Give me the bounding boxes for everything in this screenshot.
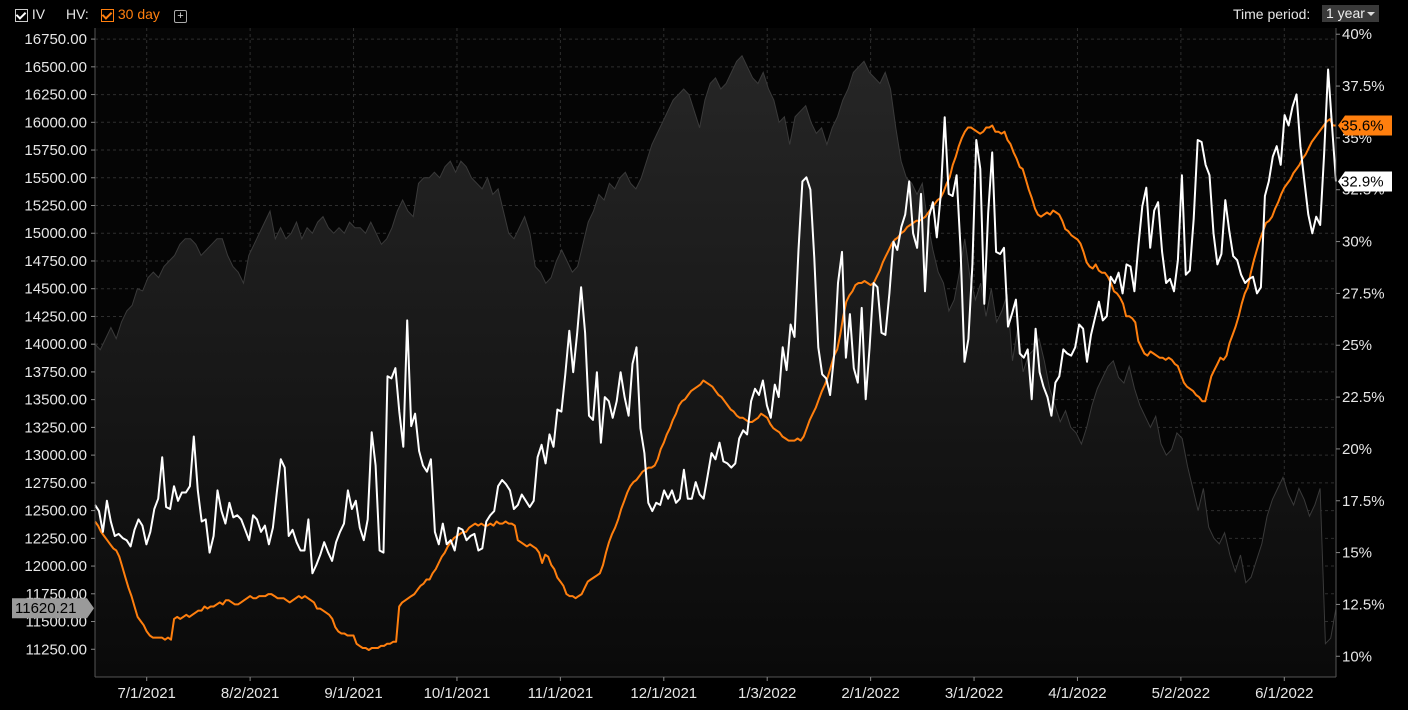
- last-price-badge: 11620.21: [12, 598, 94, 619]
- last-price-badge-bg: [12, 598, 94, 619]
- hv-line: [94, 118, 1336, 651]
- left-tick-label: 12250.00: [24, 530, 87, 547]
- left-tick-label: 14500.00: [24, 281, 87, 298]
- x-tick-label: 10/1/2021: [424, 685, 491, 702]
- left-tick-label: 12750.00: [24, 475, 87, 492]
- x-tick-label: 9/1/2021: [324, 685, 382, 702]
- left-tick-label: 14250.00: [24, 308, 87, 325]
- right-tick-label: 27.5%: [1342, 285, 1385, 302]
- left-tick-label: 12500.00: [24, 503, 87, 520]
- time-period-select[interactable]: 1 year: [1322, 5, 1379, 22]
- chart-toolbar: IV HV: 30 day + Time period: 1 year: [0, 0, 1408, 28]
- hv-checkbox[interactable]: [101, 8, 114, 22]
- left-tick-label: 15500.00: [24, 170, 87, 187]
- last-iv-badge-bg: [1338, 171, 1392, 192]
- iv-line: [94, 68, 1337, 575]
- left-tick-label: 15750.00: [24, 142, 87, 159]
- hv-label: HV:: [66, 6, 89, 22]
- right-tick-label: 10%: [1342, 648, 1372, 665]
- right-tick-label: 15%: [1342, 545, 1372, 562]
- left-tick-label: 13250.00: [24, 419, 87, 436]
- x-tick-label: 3/1/2022: [945, 685, 1003, 702]
- x-tick-label: 7/1/2021: [118, 685, 176, 702]
- hv-period-label: 30 day: [117, 6, 160, 22]
- left-tick-label: 12000.00: [24, 558, 87, 575]
- left-tick-label: 14750.00: [24, 253, 87, 270]
- iv-toggle[interactable]: IV: [15, 6, 45, 22]
- x-tick-label: 1/3/2022: [738, 685, 796, 702]
- left-tick-label: 11250.00: [26, 641, 87, 658]
- left-tick-label: 15250.00: [24, 198, 87, 215]
- left-tick-label: 16500.00: [24, 59, 87, 76]
- iv-checkbox[interactable]: [15, 8, 28, 22]
- price-line: [94, 54, 1337, 645]
- right-tick-label: 20%: [1342, 441, 1372, 458]
- right-tick-label: 30%: [1342, 234, 1372, 251]
- last-iv-badge: 32.9%: [1338, 171, 1392, 192]
- x-tick-label: 2/1/2022: [841, 685, 899, 702]
- left-axis-labels: 11250.0011500.0011750.0012000.0012250.00…: [24, 31, 95, 658]
- iv-label: IV: [31, 6, 46, 22]
- last-hv-label: 35.6%: [1341, 117, 1384, 134]
- x-tick-label: 6/1/2022: [1255, 685, 1313, 702]
- right-tick-label: 22.5%: [1342, 389, 1385, 406]
- right-tick-label: 12.5%: [1342, 596, 1385, 613]
- x-tick-label: 4/1/2022: [1048, 685, 1106, 702]
- right-axis-labels: 10%12.5%15%17.5%20%22.5%25%27.5%30%32.5%…: [1336, 26, 1385, 665]
- left-tick-label: 13000.00: [24, 447, 87, 464]
- x-tick-label: 11/1/2021: [528, 685, 594, 702]
- x-axis-labels: 7/1/2021 8/2/2021 9/1/2021 10/1/2021 11/1/20…: [118, 677, 1313, 702]
- left-tick-label: 13500.00: [24, 392, 87, 409]
- last-hv-badge: 35.6%: [1338, 115, 1392, 136]
- right-tick-label: 17.5%: [1342, 493, 1385, 510]
- plus-icon: +: [174, 9, 187, 23]
- right-tick-label: 25%: [1342, 337, 1372, 354]
- left-tick-label: 15000.00: [24, 225, 87, 242]
- right-tick-label: 40%: [1342, 26, 1372, 43]
- left-tick-label: 14000.00: [24, 336, 87, 353]
- x-tick-label: 12/1/2021: [630, 685, 697, 702]
- last-iv-label: 32.9%: [1341, 173, 1384, 190]
- price-area: [95, 55, 1336, 677]
- left-tick-label: 16000.00: [24, 114, 87, 131]
- left-tick-label: 16750.00: [24, 31, 87, 48]
- last-hv-badge-bg: [1338, 115, 1392, 136]
- left-tick-label: 16250.00: [24, 87, 87, 104]
- time-period-label: Time period:: [1233, 6, 1311, 22]
- left-tick-label: 13750.00: [24, 364, 87, 381]
- time-period-value[interactable]: 1 year: [1322, 5, 1379, 22]
- add-indicator-button[interactable]: +: [174, 7, 187, 23]
- last-price-label: 11620.21: [15, 600, 76, 617]
- right-tick-label: 37.5%: [1342, 78, 1385, 95]
- hv-toggle[interactable]: 30 day: [101, 6, 160, 22]
- x-tick-label: 5/2/2022: [1152, 685, 1210, 702]
- x-tick-label: 8/2/2021: [221, 685, 279, 702]
